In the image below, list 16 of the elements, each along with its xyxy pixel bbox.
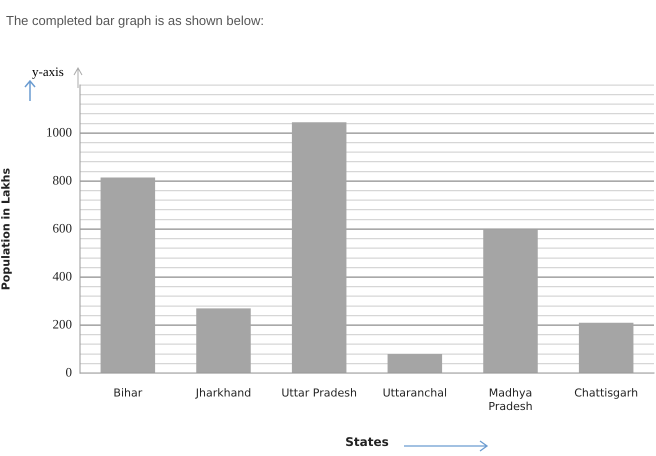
x-tick-label: Uttar Pradesh — [281, 386, 357, 400]
x-tick-label: Uttaranchal — [382, 386, 448, 400]
x-tick-label: Madhya Pradesh — [488, 386, 533, 413]
chart-title: The completed bar graph is as shown below: — [6, 13, 264, 28]
x-tick-label: Jharkhand — [194, 386, 252, 400]
y-tick-label: 600 — [52, 220, 72, 236]
y-tick-label: 400 — [52, 268, 72, 284]
text: y-axis — [32, 64, 64, 80]
y-tick-label: 800 — [52, 172, 72, 188]
x-tick-label: Bihar — [113, 386, 143, 400]
x-axis-title: States — [345, 434, 389, 449]
y-tick-label: 1000 — [46, 124, 72, 140]
y-tick-label: 200 — [52, 316, 72, 332]
y-tick-label: 0 — [66, 364, 72, 380]
y-axis-title: Population in Lakhs — [0, 167, 12, 290]
x-tick-label: Chattisgarh — [574, 386, 638, 400]
